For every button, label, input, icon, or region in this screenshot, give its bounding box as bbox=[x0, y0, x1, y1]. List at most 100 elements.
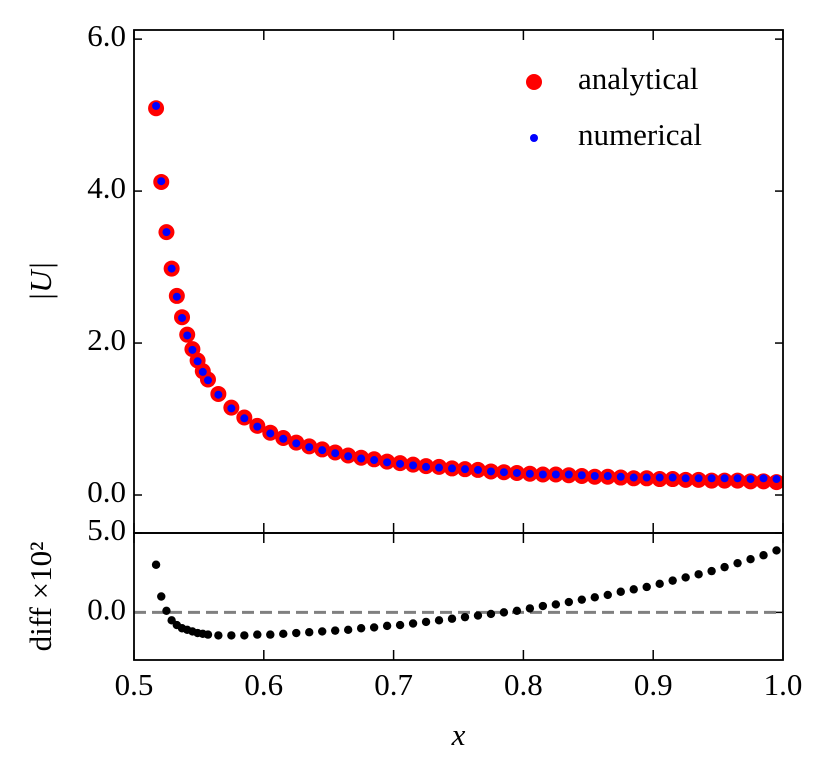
point bbox=[564, 597, 574, 607]
x-tick-label: 0.9 bbox=[634, 667, 673, 702]
point bbox=[178, 313, 187, 322]
legend-marker bbox=[526, 74, 542, 90]
point bbox=[421, 617, 431, 627]
point bbox=[435, 463, 444, 472]
plot-area bbox=[151, 546, 781, 640]
point bbox=[279, 629, 288, 639]
point bbox=[266, 429, 275, 438]
point bbox=[447, 614, 457, 623]
point bbox=[305, 628, 314, 637]
point bbox=[733, 558, 742, 568]
point bbox=[253, 630, 262, 639]
axes-frame bbox=[133, 29, 784, 534]
point bbox=[772, 546, 781, 555]
point bbox=[486, 609, 496, 619]
x-tick-label: 1.0 bbox=[764, 667, 803, 702]
legend-label: numerical bbox=[578, 117, 702, 152]
point bbox=[227, 631, 236, 640]
point bbox=[707, 474, 716, 483]
point bbox=[344, 452, 353, 461]
point bbox=[759, 551, 768, 560]
point bbox=[603, 590, 612, 600]
point bbox=[538, 601, 548, 611]
point bbox=[162, 606, 171, 615]
point bbox=[240, 414, 249, 423]
point bbox=[707, 566, 716, 576]
point bbox=[486, 467, 495, 476]
point bbox=[193, 357, 202, 366]
point bbox=[188, 345, 197, 354]
point bbox=[369, 623, 379, 632]
point bbox=[460, 465, 469, 474]
point bbox=[162, 228, 171, 237]
point bbox=[409, 461, 418, 470]
x-tick-label: 0.8 bbox=[504, 667, 543, 702]
point bbox=[214, 390, 223, 399]
point bbox=[564, 470, 573, 479]
point bbox=[733, 474, 742, 483]
point bbox=[720, 474, 729, 483]
point bbox=[408, 619, 418, 628]
point bbox=[396, 459, 405, 468]
point bbox=[590, 472, 599, 481]
x-tick-label: 0.7 bbox=[374, 667, 413, 702]
y-tick-label: 6.0 bbox=[87, 18, 126, 53]
point bbox=[616, 472, 625, 481]
point bbox=[383, 458, 392, 467]
point bbox=[499, 468, 508, 477]
point bbox=[668, 576, 677, 585]
point bbox=[551, 600, 561, 609]
point bbox=[253, 422, 262, 431]
point bbox=[655, 579, 664, 588]
point bbox=[198, 367, 207, 376]
point bbox=[681, 474, 690, 483]
point bbox=[183, 331, 192, 340]
point bbox=[227, 404, 236, 413]
point bbox=[460, 612, 470, 622]
point bbox=[214, 631, 223, 640]
axes-frame bbox=[133, 532, 784, 661]
x-axis-label: x bbox=[451, 717, 466, 752]
x-tick-label: 0.5 bbox=[115, 667, 154, 702]
point bbox=[157, 177, 166, 186]
point bbox=[512, 606, 522, 615]
point bbox=[279, 434, 288, 443]
legend-marker bbox=[530, 134, 538, 142]
point bbox=[434, 616, 444, 625]
point bbox=[356, 624, 366, 633]
point bbox=[395, 620, 405, 630]
y-tick-label: 4.0 bbox=[87, 170, 126, 205]
y-tick-label: 5.0 bbox=[87, 512, 126, 547]
point bbox=[172, 292, 181, 301]
y-tick-label: 0.0 bbox=[87, 591, 126, 626]
y-axis-label: |U| bbox=[23, 262, 58, 301]
point bbox=[642, 473, 651, 482]
point bbox=[203, 376, 212, 385]
plot-area bbox=[148, 100, 783, 491]
legend-label: analytical bbox=[578, 61, 699, 96]
point bbox=[772, 475, 781, 484]
point bbox=[305, 443, 314, 452]
point bbox=[422, 462, 431, 471]
point bbox=[629, 473, 638, 482]
point bbox=[525, 604, 535, 613]
point bbox=[642, 582, 651, 592]
point bbox=[603, 472, 612, 481]
point bbox=[473, 465, 482, 474]
point bbox=[629, 585, 638, 594]
y-axis-label: diff ×10² bbox=[23, 542, 58, 652]
point bbox=[330, 626, 340, 635]
y-tick-label: 0.0 bbox=[87, 474, 126, 509]
point bbox=[655, 473, 664, 482]
point bbox=[318, 446, 327, 455]
point bbox=[357, 454, 366, 463]
point bbox=[590, 593, 599, 602]
point bbox=[382, 621, 392, 631]
point bbox=[577, 595, 587, 604]
point bbox=[577, 471, 586, 480]
point bbox=[746, 475, 755, 484]
point bbox=[473, 611, 483, 620]
point bbox=[525, 469, 534, 478]
point bbox=[167, 264, 176, 273]
